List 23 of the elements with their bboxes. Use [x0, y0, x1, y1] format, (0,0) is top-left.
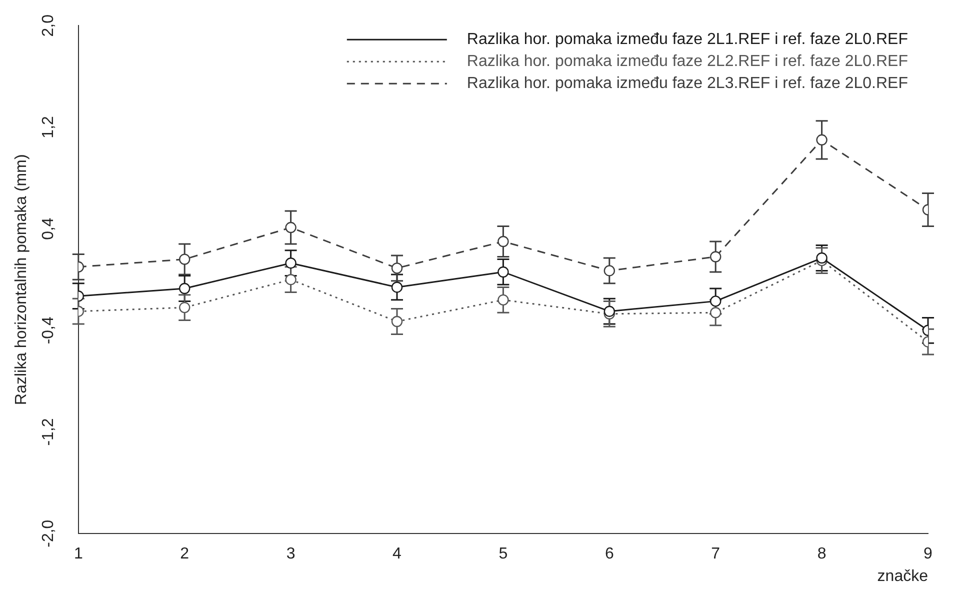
x-tick-label: 7 [711, 546, 720, 563]
point [285, 222, 296, 234]
y-tick-label: -1,2 [40, 418, 58, 446]
x-tick-label: 2 [180, 546, 190, 563]
x-tick-label: 9 [924, 546, 933, 563]
point [498, 236, 509, 248]
text: Razlika hor. pomaka između faze 2L2.REF i ref. faze 2L0.REF [466, 53, 908, 70]
y-tick-label: -0,4 [40, 316, 58, 344]
point [816, 134, 828, 146]
y-tick-label: 1,2 [40, 116, 58, 138]
x-tick-label: 5 [498, 546, 508, 563]
x-axis-title: značke [877, 568, 928, 585]
y-tick-label: 2,0 [40, 14, 58, 37]
x-tick-label: 8 [817, 546, 826, 563]
x-tick-label: 3 [286, 546, 296, 563]
x-tick-label: 6 [604, 546, 614, 563]
text: Razlika hor. pomaka između faze 2L1.REF i ref. faze 2L0.REF [466, 31, 908, 48]
y-axis-title: Razlika horizontalnih pomaka (mm) [13, 154, 30, 405]
y-tick-label: 0,4 [40, 218, 58, 240]
text: Razlika hor. pomaka između faze 2L3.REF i ref. faze 2L0.REF [466, 75, 908, 92]
x-tick-label: 1 [74, 546, 83, 563]
y-tick-label: -2,0 [40, 520, 58, 548]
x-tick-label: 4 [392, 546, 402, 563]
